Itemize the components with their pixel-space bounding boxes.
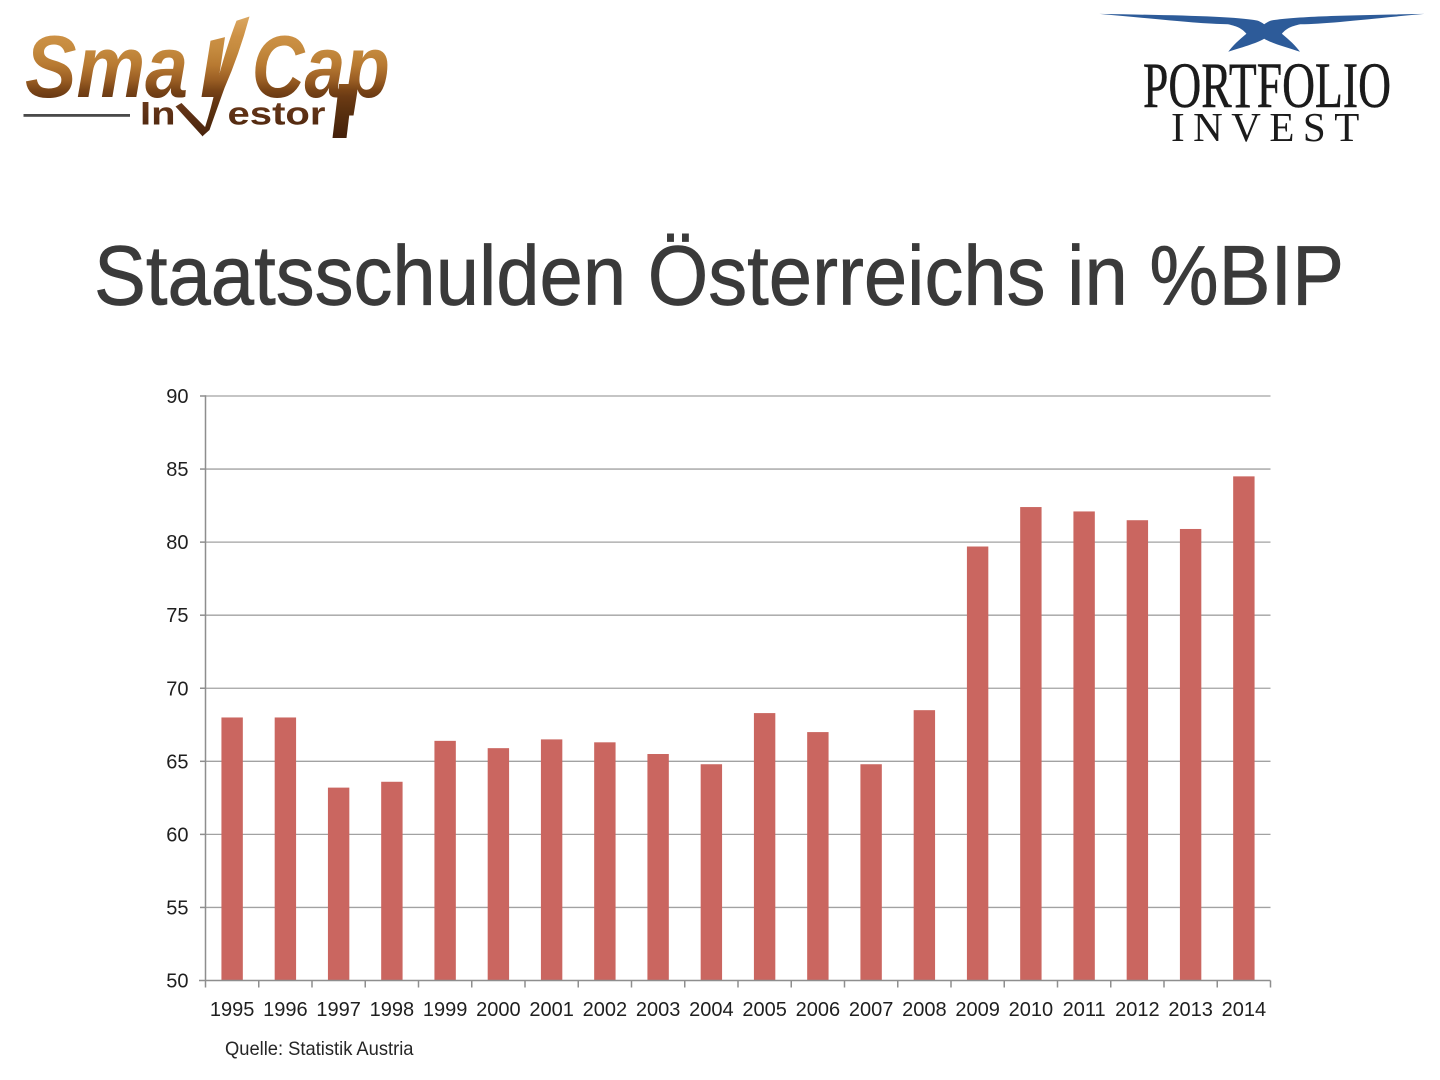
svg-text:90: 90 <box>166 386 188 408</box>
svg-text:Sma: Sma <box>25 17 188 116</box>
svg-text:PORTFOLIO: PORTFOLIO <box>1143 50 1391 122</box>
svg-text:70: 70 <box>166 678 188 700</box>
svg-text:2013: 2013 <box>1168 999 1213 1021</box>
svg-text:Cap: Cap <box>252 17 390 116</box>
svg-text:2014: 2014 <box>1222 999 1267 1021</box>
svg-text:Staatsschulden Österreichs in: Staatsschulden Österreichs in %BIP <box>94 229 1344 323</box>
svg-text:2011: 2011 <box>1063 999 1106 1021</box>
svg-text:1999: 1999 <box>423 999 468 1021</box>
svg-text:2005: 2005 <box>742 999 787 1021</box>
svg-text:2000: 2000 <box>476 999 521 1021</box>
svg-text:INVEST: INVEST <box>1171 104 1368 150</box>
svg-text:80: 80 <box>166 532 188 554</box>
svg-text:2007: 2007 <box>849 999 894 1021</box>
svg-text:2009: 2009 <box>955 999 1000 1021</box>
svg-text:1996: 1996 <box>263 999 308 1021</box>
svg-text:65: 65 <box>166 751 188 773</box>
svg-text:60: 60 <box>166 824 188 846</box>
svg-text:85: 85 <box>166 459 188 481</box>
svg-text:2012: 2012 <box>1115 999 1160 1021</box>
svg-text:2003: 2003 <box>636 999 681 1021</box>
svg-text:55: 55 <box>166 897 188 919</box>
svg-text:2006: 2006 <box>796 999 841 1021</box>
svg-text:2010: 2010 <box>1009 999 1054 1021</box>
svg-text:1995: 1995 <box>210 999 255 1021</box>
svg-text:75: 75 <box>166 605 188 627</box>
svg-text:Quelle: Statistik Austria: Quelle: Statistik Austria <box>225 1038 414 1060</box>
svg-text:2004: 2004 <box>689 999 734 1021</box>
svg-text:2008: 2008 <box>902 999 947 1021</box>
svg-text:50: 50 <box>166 971 188 993</box>
svg-text:In: In <box>140 96 176 132</box>
svg-text:2001: 2001 <box>529 999 574 1021</box>
svg-text:estor: estor <box>228 96 326 132</box>
svg-text:1997: 1997 <box>316 999 361 1021</box>
svg-text:1998: 1998 <box>370 999 415 1021</box>
svg-text:2002: 2002 <box>583 999 628 1021</box>
